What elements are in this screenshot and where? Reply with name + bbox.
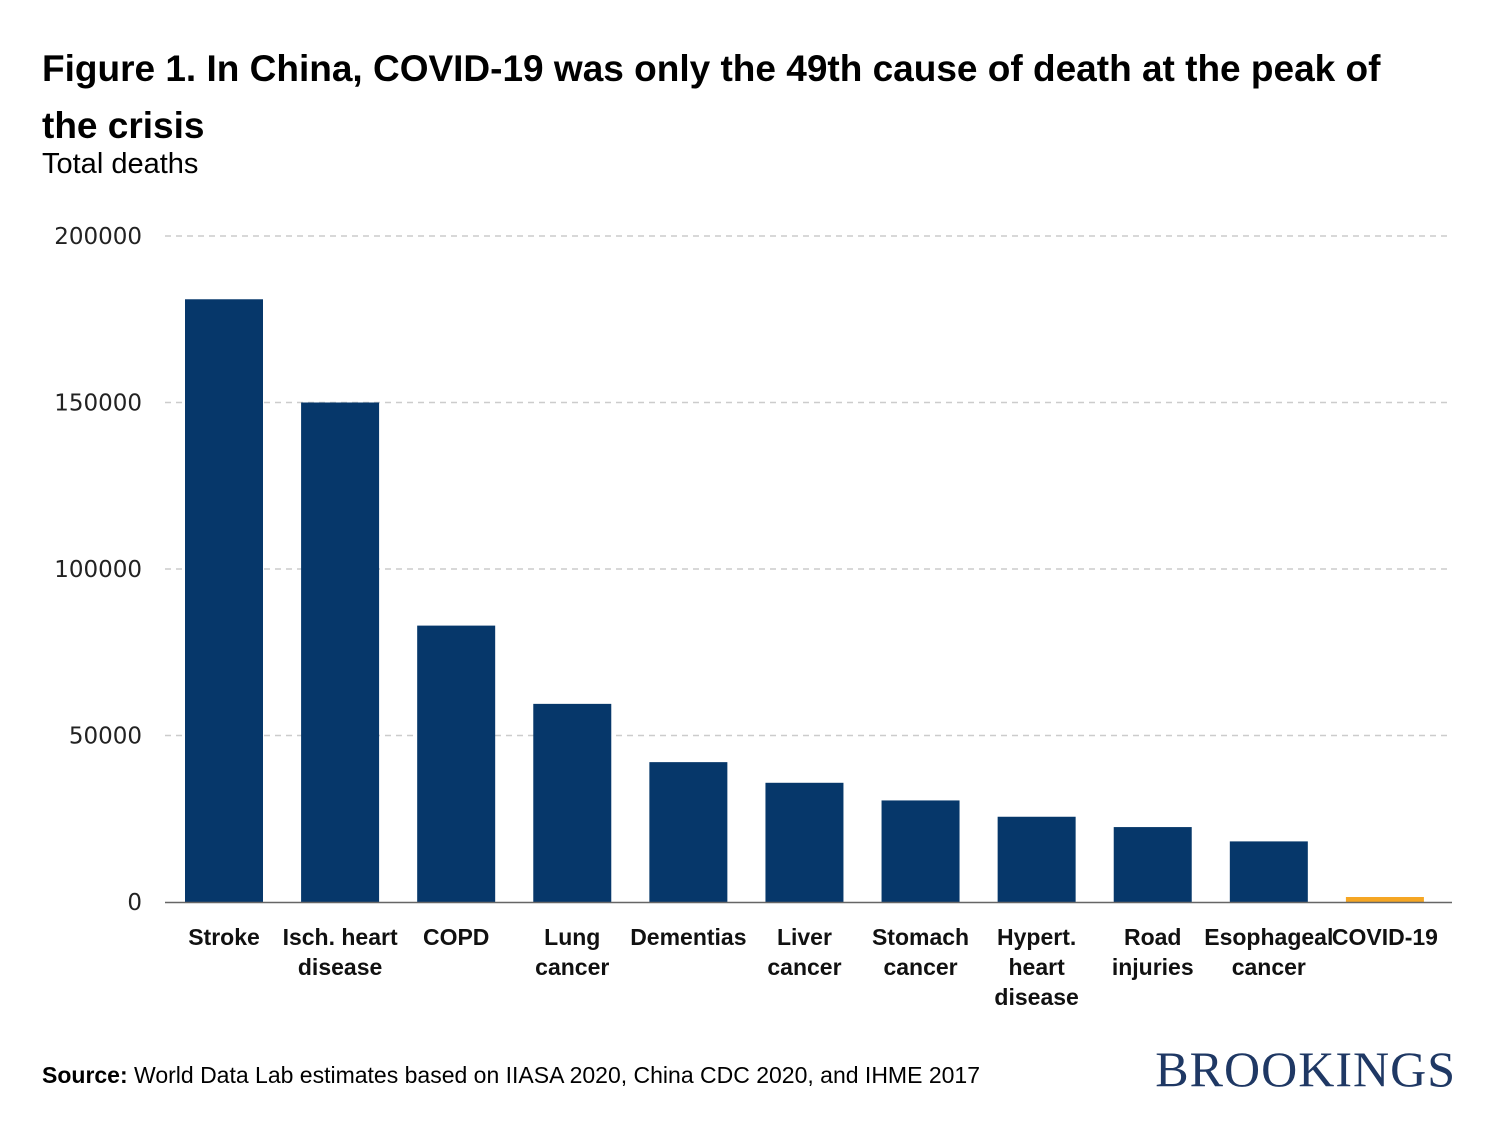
- x-tick-label: Lung: [544, 924, 600, 950]
- x-tick-label: Dementias: [630, 924, 746, 950]
- bar: [997, 816, 1076, 902]
- brookings-logo: BROOKINGS: [1155, 1041, 1456, 1097]
- x-tick-label: cancer: [535, 954, 609, 980]
- x-tick-label: cancer: [883, 954, 957, 980]
- bar: [1113, 827, 1192, 902]
- x-tick-label: Stroke: [188, 924, 260, 950]
- bar-chart: 0 50000 100000 150000 200000 Stroke Isch. hear…: [54, 224, 1452, 1010]
- x-tick-label: COPD: [423, 924, 489, 950]
- y-tick-label: 50000: [69, 724, 142, 750]
- source-note: Source: World Data Lab estimates based o…: [42, 1062, 980, 1089]
- source-label: Source:: [42, 1062, 128, 1088]
- source-text: World Data Lab estimates based on IIASA …: [134, 1062, 980, 1088]
- bar: [1229, 841, 1308, 902]
- x-tick-label: cancer: [1232, 954, 1306, 980]
- gridlines: [165, 235, 1452, 737]
- chart-subtitle: Total deaths: [42, 148, 199, 180]
- x-tick-label: Esophageal: [1204, 924, 1333, 950]
- x-tick-label: Liver: [777, 924, 832, 950]
- bar: [765, 782, 844, 902]
- y-tick-label: 0: [127, 890, 142, 916]
- bars: [185, 299, 1424, 902]
- x-tick-label: COVID-19: [1332, 924, 1438, 950]
- bar: [533, 703, 612, 902]
- x-tick-label: cancer: [767, 954, 841, 980]
- bar: [881, 800, 960, 902]
- x-tick-label: heart: [1009, 954, 1066, 980]
- bar: [1345, 897, 1424, 902]
- axis-labels: 0 50000 100000 150000 200000 Stroke Isch. hear…: [54, 224, 1438, 1010]
- x-tick-label: disease: [994, 984, 1078, 1010]
- x-tick-label: Hypert.: [997, 924, 1076, 950]
- bar: [185, 299, 263, 902]
- y-tick-label: 200000: [54, 224, 142, 250]
- x-tick-label: injuries: [1112, 954, 1194, 980]
- bar: [417, 625, 496, 902]
- bar: [649, 762, 728, 902]
- chart-title: Figure 1. In China, COVID-19 was only th…: [42, 48, 1381, 146]
- x-tick-label: disease: [298, 954, 382, 980]
- y-tick-label: 150000: [54, 391, 142, 417]
- x-tick-label: Road: [1124, 924, 1182, 950]
- x-tick-label: Isch. heart: [283, 924, 398, 950]
- x-tick-label: Stomach: [872, 924, 969, 950]
- y-tick-label: 100000: [54, 557, 142, 583]
- bar: [301, 402, 380, 902]
